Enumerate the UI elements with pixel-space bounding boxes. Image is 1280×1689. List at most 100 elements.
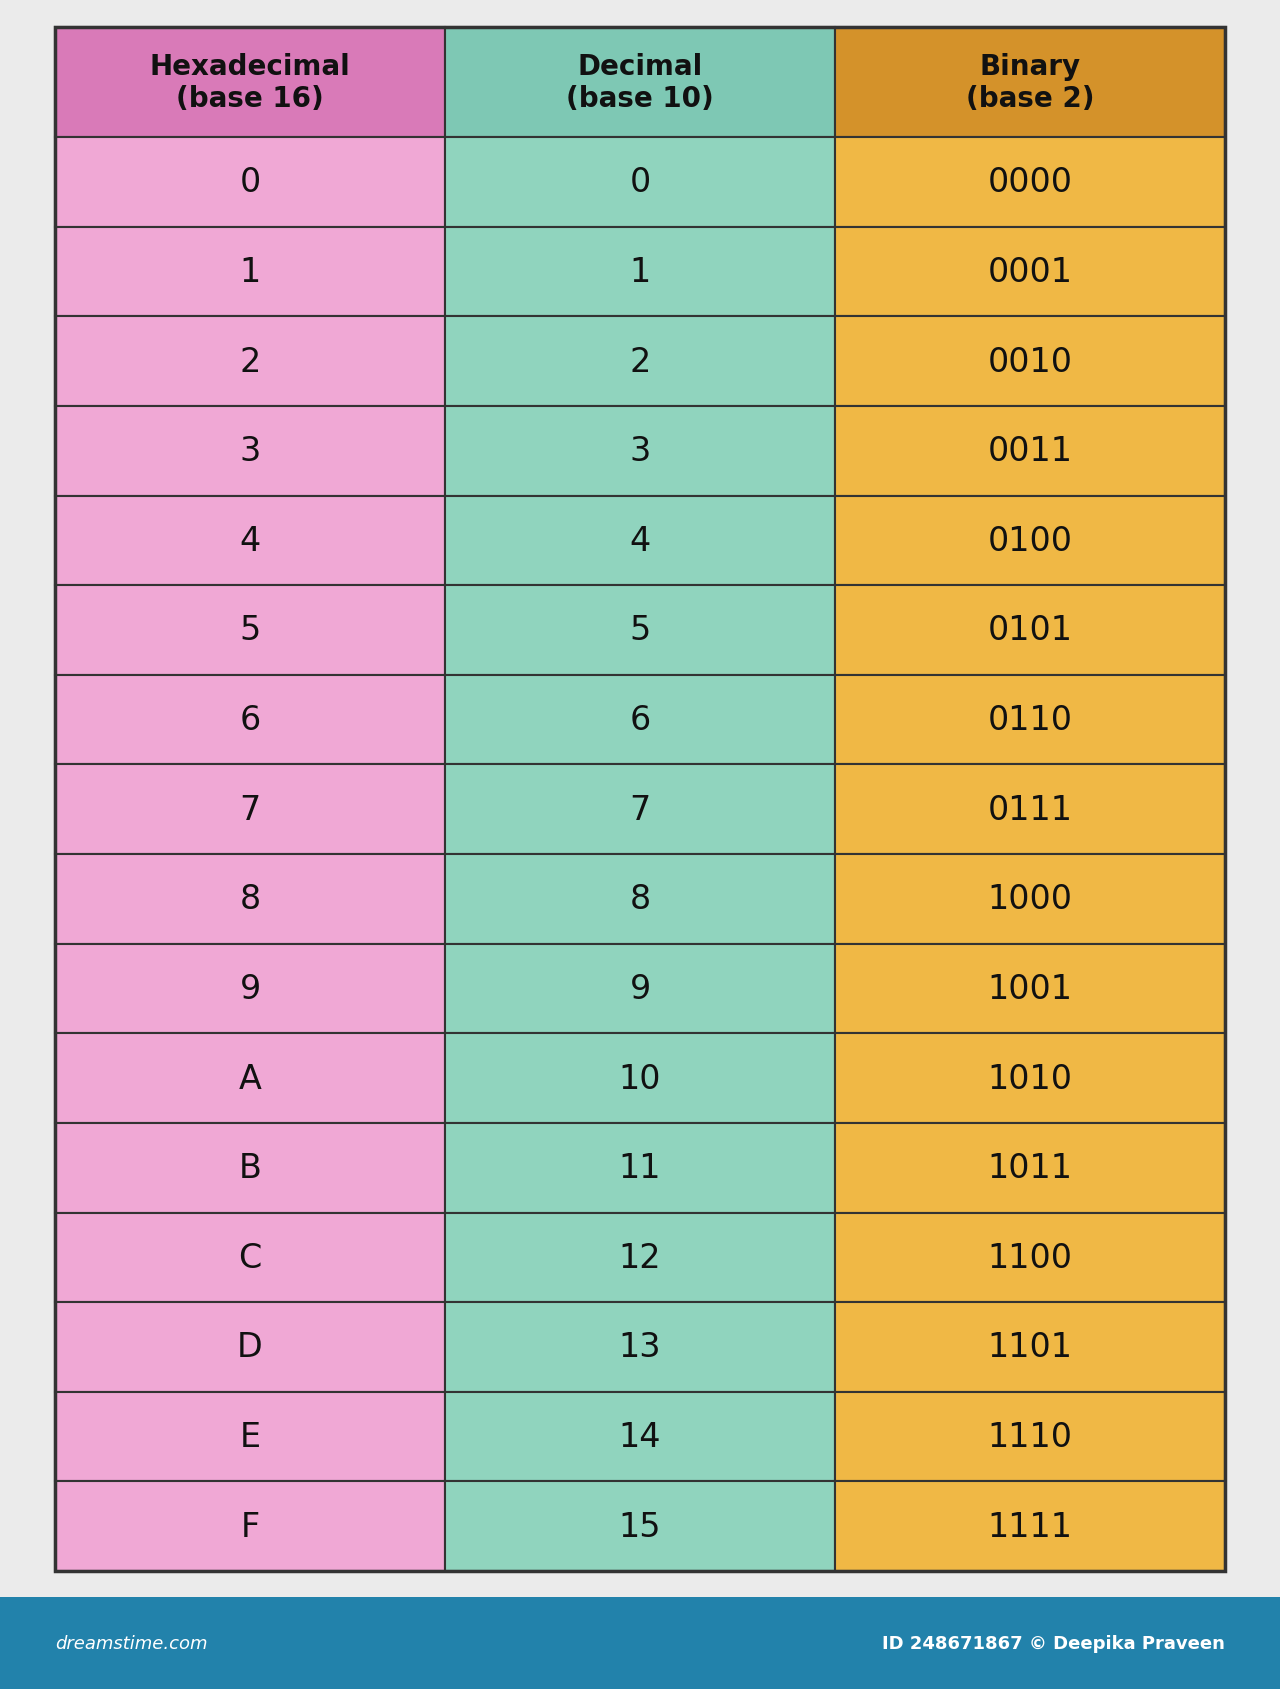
Text: 1: 1 [630,255,650,289]
Bar [835,944,1225,1034]
Bar [445,1213,835,1302]
Text: 1001: 1001 [987,973,1073,1005]
Bar [445,318,835,407]
Text: 6: 6 [630,704,650,736]
Text: 0011: 0011 [987,436,1073,468]
Bar [835,855,1225,944]
Bar [445,497,835,586]
Bar [55,586,445,676]
Bar [835,29,1225,138]
Bar [445,1034,835,1123]
Bar [55,29,445,138]
Bar [835,765,1225,855]
Text: 5: 5 [630,615,650,647]
Bar [835,676,1225,765]
Text: 2: 2 [630,345,650,378]
Bar [445,1302,835,1392]
Bar [835,497,1225,586]
Bar [445,407,835,497]
Bar [55,855,445,944]
Text: 3: 3 [630,436,650,468]
Text: 11: 11 [618,1152,662,1184]
Bar [835,1392,1225,1481]
Text: 1110: 1110 [987,1420,1073,1453]
Bar [55,1481,445,1571]
Bar [55,497,445,586]
Text: 13: 13 [618,1331,662,1363]
Text: Decimal
(base 10): Decimal (base 10) [566,52,714,113]
Text: 1011: 1011 [987,1152,1073,1184]
Text: B: B [238,1152,261,1184]
Text: 1000: 1000 [987,883,1073,915]
Text: 9: 9 [630,973,650,1005]
Bar [445,586,835,676]
Bar [445,228,835,318]
Bar [835,318,1225,407]
Bar [55,676,445,765]
Bar [445,1123,835,1213]
Bar [835,1123,1225,1213]
Text: 1: 1 [239,255,261,289]
Bar [55,765,445,855]
Bar [835,228,1225,318]
Bar [55,1302,445,1392]
Text: F: F [241,1510,260,1542]
Text: 0000: 0000 [987,166,1073,199]
Text: Hexadecimal
(base 16): Hexadecimal (base 16) [150,52,351,113]
Text: 4: 4 [630,525,650,557]
Text: 8: 8 [630,883,650,915]
Bar [835,1481,1225,1571]
Bar [445,138,835,228]
Text: 7: 7 [239,794,261,826]
Bar [445,676,835,765]
Bar [835,586,1225,676]
Text: C: C [238,1241,261,1274]
Bar [445,944,835,1034]
Bar [835,1213,1225,1302]
Text: 5: 5 [239,615,261,647]
Bar [55,407,445,497]
Bar [55,1034,445,1123]
Bar [55,1213,445,1302]
Text: 0010: 0010 [987,345,1073,378]
Text: 1111: 1111 [987,1510,1073,1542]
Text: 0001: 0001 [987,255,1073,289]
Text: ID 248671867 © Deepika Praveen: ID 248671867 © Deepika Praveen [882,1633,1225,1652]
Bar [445,765,835,855]
Bar [55,228,445,318]
Bar [835,138,1225,228]
Text: 6: 6 [239,704,261,736]
Bar [445,1392,835,1481]
Text: 0100: 0100 [987,525,1073,557]
Text: 0110: 0110 [987,704,1073,736]
Text: 4: 4 [239,525,261,557]
Bar [55,1392,445,1481]
Text: 0111: 0111 [987,794,1073,826]
Text: 3: 3 [239,436,261,468]
Bar [55,138,445,228]
Bar [835,1034,1225,1123]
Text: 1010: 1010 [987,1062,1073,1094]
Bar [445,29,835,138]
Bar [55,1123,445,1213]
Text: dreamstime.com: dreamstime.com [55,1633,207,1652]
Text: 9: 9 [239,973,261,1005]
Text: 7: 7 [630,794,650,826]
Bar [835,1302,1225,1392]
Text: 1100: 1100 [987,1241,1073,1274]
Bar [55,318,445,407]
Text: 15: 15 [618,1510,662,1542]
Text: D: D [237,1331,262,1363]
Text: 1101: 1101 [987,1331,1073,1363]
Text: 0101: 0101 [987,615,1073,647]
Bar [55,944,445,1034]
Text: A: A [238,1062,261,1094]
Text: 14: 14 [618,1420,662,1453]
Text: 12: 12 [618,1241,662,1274]
Bar [0,1598,1280,1689]
Text: 8: 8 [239,883,261,915]
Text: 10: 10 [618,1062,662,1094]
Text: 0: 0 [239,166,261,199]
Text: Binary
(base 2): Binary (base 2) [965,52,1094,113]
Text: E: E [239,1420,261,1453]
